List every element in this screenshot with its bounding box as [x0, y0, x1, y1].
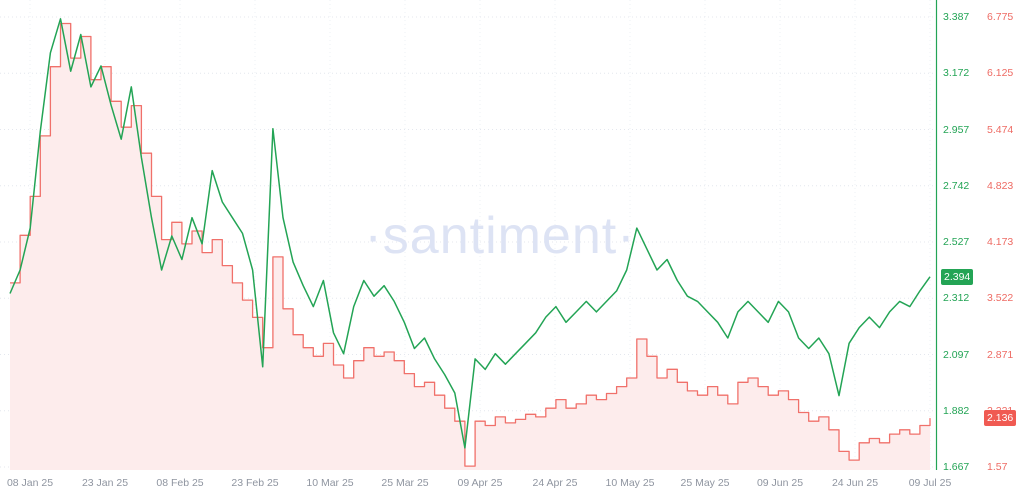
x-tick-label: 08 Jan 25	[6, 477, 54, 489]
price-chart-plot[interactable]	[0, 0, 938, 496]
x-tick-label: 08 Feb 25	[156, 477, 204, 489]
y-tick-label-green: 1.667	[943, 461, 970, 473]
x-tick-label: 24 Apr 25	[532, 477, 578, 489]
x-tick-label: 10 Mar 25	[306, 477, 354, 489]
y-tick-label-red: 6.775	[987, 11, 1014, 23]
x-tick-label: 25 May 25	[680, 477, 730, 489]
y-tick-label-red: 2.871	[987, 348, 1014, 361]
x-tick-label: 25 Mar 25	[381, 477, 429, 489]
y-tick-label-red: 3.522	[987, 292, 1014, 305]
y-tick-label-green: 2.527	[943, 236, 970, 248]
y-tick-label-red: 1.57	[987, 461, 1008, 473]
y-tick-label-red: 4.823	[987, 179, 1014, 192]
green-last-value-badge: 2.394	[941, 268, 974, 285]
x-tick-label: 09 Jul 25	[908, 477, 952, 489]
y-tick-label-green: 3.387	[943, 11, 970, 23]
y-tick-label-green: 3.172	[943, 67, 970, 80]
x-tick-label: 23 Feb 25	[231, 477, 279, 489]
x-tick-label: 10 May 25	[605, 477, 655, 489]
y-tick-label-red: 5.474	[987, 123, 1014, 136]
y-tick-label-green: 2.742	[943, 179, 970, 192]
x-tick-label: 24 Jun 25	[831, 477, 879, 489]
red-last-value-badge: 2.136	[984, 410, 1017, 427]
x-tick-label: 09 Apr 25	[457, 477, 503, 489]
y-tick-label-green: 2.312	[943, 292, 970, 305]
x-tick-label: 23 Jan 25	[81, 477, 129, 489]
y-tick-label-green: 1.882	[943, 404, 970, 417]
y-tick-label-red: 4.173	[987, 236, 1014, 248]
y-tick-label-green: 2.957	[943, 123, 970, 136]
x-tick-label: 09 Jun 25	[756, 477, 804, 489]
y-tick-label-red: 6.125	[987, 67, 1014, 80]
y-tick-label-green: 2.097	[943, 348, 970, 361]
